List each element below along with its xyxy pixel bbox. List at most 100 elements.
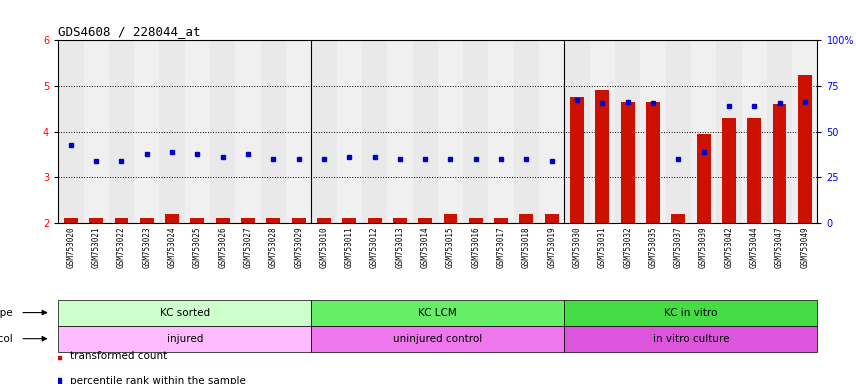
Bar [570, 97, 584, 223]
Text: GSM753012: GSM753012 [370, 227, 379, 268]
Bar [798, 74, 811, 223]
Bar [596, 91, 609, 223]
Bar [89, 218, 103, 223]
Text: GSM753015: GSM753015 [446, 227, 455, 268]
Text: GSM753032: GSM753032 [623, 227, 633, 268]
Bar [564, 300, 817, 326]
Bar [747, 118, 761, 223]
Bar [741, 40, 767, 223]
Bar [140, 218, 154, 223]
Bar [590, 40, 615, 223]
Text: GSM753017: GSM753017 [496, 227, 506, 268]
Text: GSM753030: GSM753030 [573, 227, 581, 268]
Text: GSM753019: GSM753019 [547, 227, 556, 268]
Bar [286, 40, 312, 223]
Text: GSM753042: GSM753042 [724, 227, 734, 268]
Bar [691, 40, 716, 223]
Bar [159, 40, 185, 223]
Text: GSM753023: GSM753023 [142, 227, 152, 268]
Bar [342, 218, 356, 223]
Text: transformed count: transformed count [69, 351, 167, 361]
Bar [58, 326, 312, 352]
Bar [115, 218, 128, 223]
Bar [165, 214, 179, 223]
Bar [767, 40, 792, 223]
Text: GSM753039: GSM753039 [699, 227, 708, 268]
Bar [697, 134, 710, 223]
Bar [773, 104, 787, 223]
Bar [312, 326, 564, 352]
Bar [387, 40, 413, 223]
Bar [615, 40, 640, 223]
Bar [544, 214, 559, 223]
Text: cell type: cell type [0, 308, 13, 318]
Bar [312, 300, 564, 326]
Bar [520, 214, 533, 223]
Text: GSM753049: GSM753049 [800, 227, 809, 268]
Bar [58, 300, 312, 326]
Text: GSM753037: GSM753037 [674, 227, 683, 268]
Text: in vitro culture: in vitro culture [652, 334, 729, 344]
Bar [646, 102, 660, 223]
Bar [564, 326, 817, 352]
Bar [716, 40, 741, 223]
Bar [489, 40, 514, 223]
Text: GSM753011: GSM753011 [345, 227, 354, 268]
Bar [367, 218, 382, 223]
Text: GSM753018: GSM753018 [522, 227, 531, 268]
Bar [413, 40, 438, 223]
Bar [463, 40, 489, 223]
Text: GSM753013: GSM753013 [395, 227, 404, 268]
Bar [539, 40, 564, 223]
Bar [640, 40, 666, 223]
Bar [469, 218, 483, 223]
Text: GSM753025: GSM753025 [193, 227, 202, 268]
Text: protocol: protocol [0, 334, 13, 344]
Bar [64, 218, 78, 223]
Bar [235, 40, 261, 223]
Text: GSM753021: GSM753021 [92, 227, 101, 268]
Text: GSM753026: GSM753026 [218, 227, 227, 268]
Bar [494, 218, 508, 223]
Bar [84, 40, 109, 223]
Bar [266, 218, 280, 223]
Text: GSM753027: GSM753027 [243, 227, 253, 268]
Text: KC in vitro: KC in vitro [664, 308, 717, 318]
Bar [792, 40, 817, 223]
Bar [671, 214, 686, 223]
Text: GSM753031: GSM753031 [597, 227, 607, 268]
Text: GSM753020: GSM753020 [67, 227, 75, 268]
Bar [134, 40, 159, 223]
Bar [58, 40, 84, 223]
Bar [393, 218, 407, 223]
Bar [564, 40, 590, 223]
Bar [621, 102, 634, 223]
Bar [241, 218, 255, 223]
Text: GSM753022: GSM753022 [117, 227, 126, 268]
Text: GSM753047: GSM753047 [775, 227, 784, 268]
Bar [261, 40, 286, 223]
Bar [109, 40, 134, 223]
Text: GSM753029: GSM753029 [294, 227, 303, 268]
Bar [336, 40, 362, 223]
Bar [317, 218, 331, 223]
Text: injured: injured [167, 334, 203, 344]
Text: GSM753010: GSM753010 [319, 227, 329, 268]
Bar [312, 40, 336, 223]
Text: GSM753028: GSM753028 [269, 227, 278, 268]
Bar [292, 218, 306, 223]
Text: GSM753024: GSM753024 [168, 227, 176, 268]
Bar [514, 40, 539, 223]
Text: KC sorted: KC sorted [160, 308, 210, 318]
Text: GSM753014: GSM753014 [420, 227, 430, 268]
Text: GSM753035: GSM753035 [649, 227, 657, 268]
Bar [185, 40, 210, 223]
Bar [210, 40, 235, 223]
Bar [216, 218, 229, 223]
Text: KC LCM: KC LCM [419, 308, 457, 318]
Bar [362, 40, 387, 223]
Text: GSM753016: GSM753016 [472, 227, 480, 268]
Bar [666, 40, 691, 223]
Bar [443, 214, 457, 223]
Text: GDS4608 / 228044_at: GDS4608 / 228044_at [58, 25, 200, 38]
